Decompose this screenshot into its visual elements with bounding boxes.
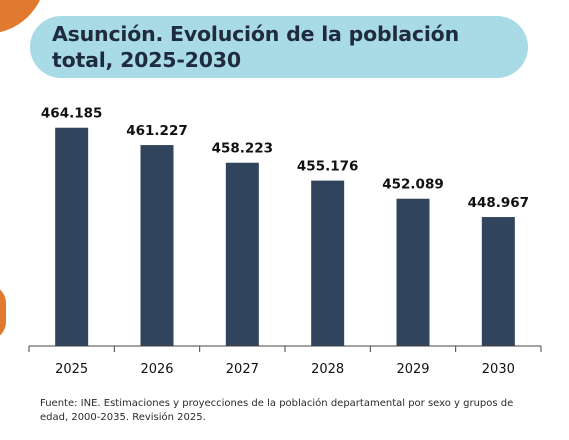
chart-title: Asunción. Evolución de la población tota… [52, 22, 459, 72]
x-tick-label: 2028 [311, 362, 344, 377]
data-label: 452.089 [382, 177, 444, 193]
data-label: 458.223 [212, 141, 274, 157]
bar [140, 145, 174, 346]
x-tick-label: 2026 [140, 362, 173, 377]
source-note: Fuente: INE. Estimaciones y proyecciones… [40, 398, 514, 423]
data-label: 448.967 [468, 195, 530, 211]
data-label: 461.227 [126, 123, 188, 139]
x-tick-label: 2029 [396, 362, 429, 377]
bar-chart: 464.185 2025 461.227 2026 458.223 2027 455.176… [28, 106, 542, 377]
bar [311, 180, 345, 346]
x-tick-label: 2027 [226, 362, 259, 377]
data-label: 455.176 [297, 159, 359, 175]
x-tick-label: 2030 [482, 362, 515, 377]
x-tick-label: 2025 [55, 362, 88, 377]
bar [396, 198, 430, 346]
decorative-side-shape [0, 285, 6, 340]
bar [481, 217, 515, 346]
data-label: 464.185 [41, 106, 103, 122]
bar [55, 127, 89, 346]
title-banner [30, 16, 528, 78]
bar [225, 162, 259, 346]
